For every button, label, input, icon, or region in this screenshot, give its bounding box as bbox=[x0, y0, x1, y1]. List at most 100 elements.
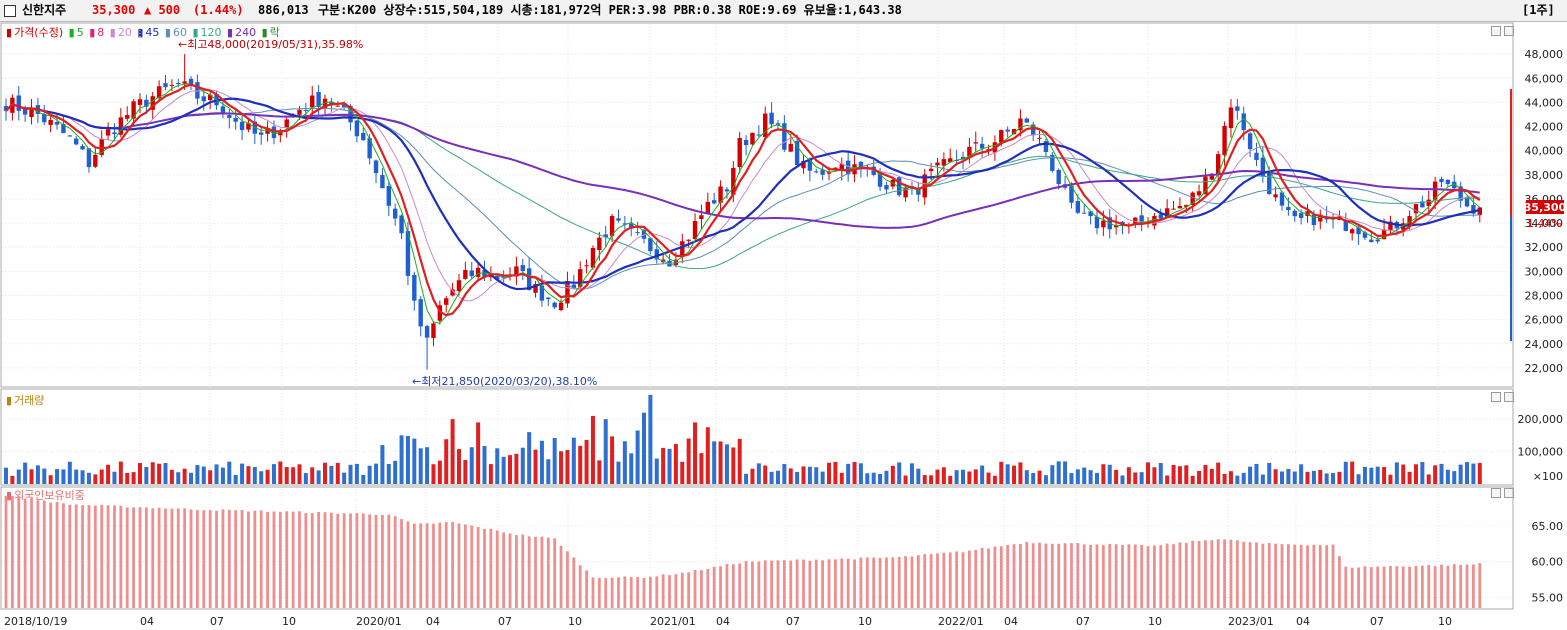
foreign-pane-restore-icon[interactable] bbox=[1491, 488, 1501, 498]
foreign-ratio-bar bbox=[125, 507, 129, 608]
candle-body bbox=[648, 238, 653, 252]
volume-bar bbox=[871, 472, 876, 484]
volume-bar bbox=[252, 467, 257, 484]
legend-volume[interactable]: 거래량 bbox=[14, 394, 45, 407]
foreign-ratio-bar bbox=[1108, 543, 1112, 608]
foreign-ratio-bar bbox=[1363, 566, 1367, 608]
foreign-ratio-bar bbox=[202, 510, 206, 608]
foreign-ratio-bar bbox=[1344, 566, 1348, 608]
foreign-tick-label: 60.00 bbox=[1532, 556, 1564, 569]
foreign-ratio-bar bbox=[23, 498, 27, 608]
foreign-ratio-bar bbox=[1293, 544, 1297, 608]
legend-ma20[interactable]: 20 bbox=[117, 26, 132, 39]
foreign-ratio-bar bbox=[381, 514, 384, 608]
volume-bar bbox=[42, 468, 47, 484]
candle-body bbox=[877, 172, 883, 187]
period-selector[interactable]: [1주] bbox=[1522, 3, 1555, 17]
foreign-ratio-bar bbox=[878, 557, 882, 608]
candle-body bbox=[392, 208, 398, 219]
foreign-ratio-bar bbox=[1172, 544, 1175, 608]
volume-bar bbox=[380, 445, 385, 484]
foreign-ratio-bar bbox=[1382, 566, 1386, 608]
legend-price[interactable]: 가격(수정) bbox=[14, 26, 64, 39]
volume-bar bbox=[271, 464, 276, 484]
volume-bar bbox=[737, 438, 742, 484]
volume-bar bbox=[654, 458, 659, 484]
ma8-line bbox=[5, 83, 1481, 317]
volume-bar bbox=[1069, 473, 1074, 484]
foreign-ratio-bar bbox=[687, 572, 691, 608]
foreign-ratio-bar bbox=[955, 551, 959, 608]
candle-body bbox=[1209, 173, 1215, 180]
x-tick-label: 04 bbox=[1004, 615, 1018, 628]
foreign-ratio-bar bbox=[144, 507, 148, 608]
volume-bar bbox=[393, 460, 398, 484]
candle-body bbox=[635, 232, 640, 234]
price-tick-label: 40,000 bbox=[1525, 145, 1564, 158]
volume-bar bbox=[961, 469, 965, 484]
price-tag bbox=[1526, 200, 1564, 214]
candle-body bbox=[220, 106, 226, 115]
high-annotation: ←최고48,000(2019/05/31),35.98% bbox=[178, 38, 363, 51]
candle-body bbox=[1426, 199, 1431, 207]
x-tick-label: 07 bbox=[786, 615, 800, 628]
candle-body bbox=[769, 112, 774, 125]
candle-body bbox=[1464, 197, 1470, 207]
foreign-ratio-bar bbox=[897, 556, 901, 608]
foreign-tick-label: 65.00 bbox=[1532, 520, 1564, 533]
candle-body bbox=[616, 218, 621, 221]
legend-ex-swatch-icon: ▮ bbox=[261, 26, 268, 39]
legend-ma60[interactable]: 60 bbox=[172, 26, 187, 39]
candle-body bbox=[3, 106, 9, 111]
select-checkbox[interactable] bbox=[4, 5, 16, 17]
candle-body bbox=[1018, 118, 1023, 131]
legend-ma5-swatch-icon: ▮ bbox=[68, 26, 75, 39]
legend-ma45[interactable]: 45 bbox=[145, 26, 160, 39]
volume-bar bbox=[501, 456, 506, 484]
legend-ma120[interactable]: 120 bbox=[200, 26, 222, 39]
foreign-ratio-bar bbox=[259, 510, 263, 608]
legend-ma5[interactable]: 5 bbox=[76, 26, 84, 39]
volume-bar bbox=[456, 449, 461, 484]
volume-bar bbox=[622, 441, 627, 484]
foreign-ratio-bar bbox=[770, 560, 773, 608]
candle-body bbox=[1069, 185, 1074, 203]
x-tick-label: 10 bbox=[1438, 615, 1452, 628]
stock-name[interactable]: 신한지주 bbox=[22, 3, 67, 17]
foreign-ratio-bar bbox=[1140, 544, 1144, 608]
price-tag-value: 35,300 bbox=[1524, 201, 1567, 214]
legend-ex-rights[interactable]: 락 bbox=[269, 26, 280, 39]
candle-body bbox=[609, 215, 615, 236]
volume-bar bbox=[1420, 462, 1425, 484]
foreign-ratio-bar bbox=[1012, 544, 1016, 608]
candle-body bbox=[1413, 204, 1419, 214]
price-pane bbox=[0, 22, 1514, 388]
legend-ma20-swatch-icon: ▮ bbox=[109, 26, 116, 39]
candle-body bbox=[1375, 239, 1380, 242]
foreign-ratio-bar bbox=[1063, 543, 1067, 608]
foreign-ratio-bar bbox=[1325, 545, 1329, 608]
volume-bar bbox=[941, 467, 946, 484]
foreign-ratio-bar bbox=[100, 504, 104, 608]
volume-bar bbox=[1190, 475, 1195, 484]
volume-bar bbox=[1350, 461, 1355, 484]
foreign-ratio-bar bbox=[1095, 544, 1099, 608]
candle-body bbox=[871, 166, 876, 175]
foreign-ratio-bar bbox=[1044, 543, 1048, 608]
foreign-ratio-bar bbox=[221, 509, 225, 608]
volume-bar bbox=[827, 462, 832, 484]
volume-bar bbox=[1050, 465, 1055, 484]
volume-bar bbox=[1197, 470, 1202, 484]
volume-bar bbox=[450, 419, 455, 484]
legend-ma240[interactable]: 240 bbox=[235, 26, 257, 39]
foreign-ratio-bar bbox=[1197, 541, 1201, 608]
foreign-ratio-bar bbox=[566, 551, 569, 608]
price-pane-restore-icon[interactable] bbox=[1491, 26, 1501, 36]
foreign-ratio-bar bbox=[661, 574, 665, 608]
candle-body bbox=[1407, 216, 1412, 226]
volume-pane-restore-icon[interactable] bbox=[1491, 392, 1501, 402]
foreign-ratio-bar bbox=[183, 508, 187, 608]
foreign-ratio-bar bbox=[751, 561, 754, 608]
legend-ma8[interactable]: 8 bbox=[97, 26, 105, 39]
